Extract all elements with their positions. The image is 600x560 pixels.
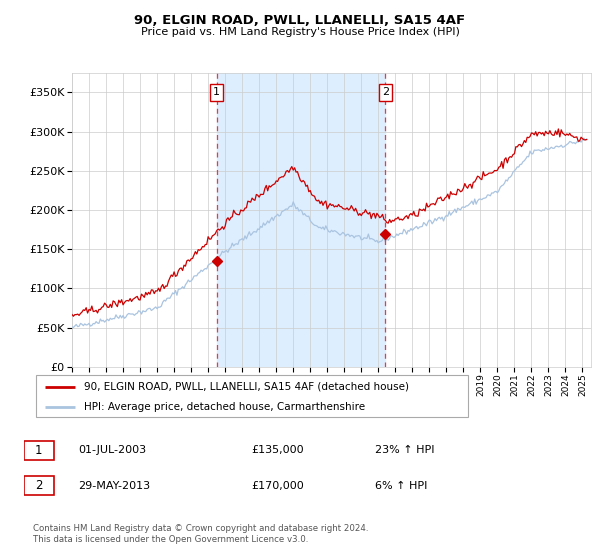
Text: 1: 1	[35, 444, 43, 457]
Text: 23% ↑ HPI: 23% ↑ HPI	[375, 445, 434, 455]
Text: HPI: Average price, detached house, Carmarthenshire: HPI: Average price, detached house, Carm…	[83, 402, 365, 412]
Text: 90, ELGIN ROAD, PWLL, LLANELLI, SA15 4AF: 90, ELGIN ROAD, PWLL, LLANELLI, SA15 4AF	[134, 14, 466, 27]
Text: £170,000: £170,000	[251, 480, 304, 491]
Bar	[217, 73, 385, 367]
FancyBboxPatch shape	[36, 375, 468, 417]
Text: 1: 1	[213, 87, 220, 97]
Text: 90, ELGIN ROAD, PWLL, LLANELLI, SA15 4AF (detached house): 90, ELGIN ROAD, PWLL, LLANELLI, SA15 4AF…	[83, 382, 409, 392]
Text: 2: 2	[382, 87, 389, 97]
Text: 2: 2	[35, 479, 43, 492]
FancyBboxPatch shape	[24, 441, 54, 460]
Text: Contains HM Land Registry data © Crown copyright and database right 2024.
This d: Contains HM Land Registry data © Crown c…	[33, 524, 368, 544]
FancyBboxPatch shape	[24, 476, 54, 495]
Text: 6% ↑ HPI: 6% ↑ HPI	[375, 480, 427, 491]
Text: £135,000: £135,000	[251, 445, 304, 455]
Text: 29-MAY-2013: 29-MAY-2013	[78, 480, 150, 491]
Text: Price paid vs. HM Land Registry's House Price Index (HPI): Price paid vs. HM Land Registry's House …	[140, 27, 460, 37]
Text: 01-JUL-2003: 01-JUL-2003	[78, 445, 146, 455]
